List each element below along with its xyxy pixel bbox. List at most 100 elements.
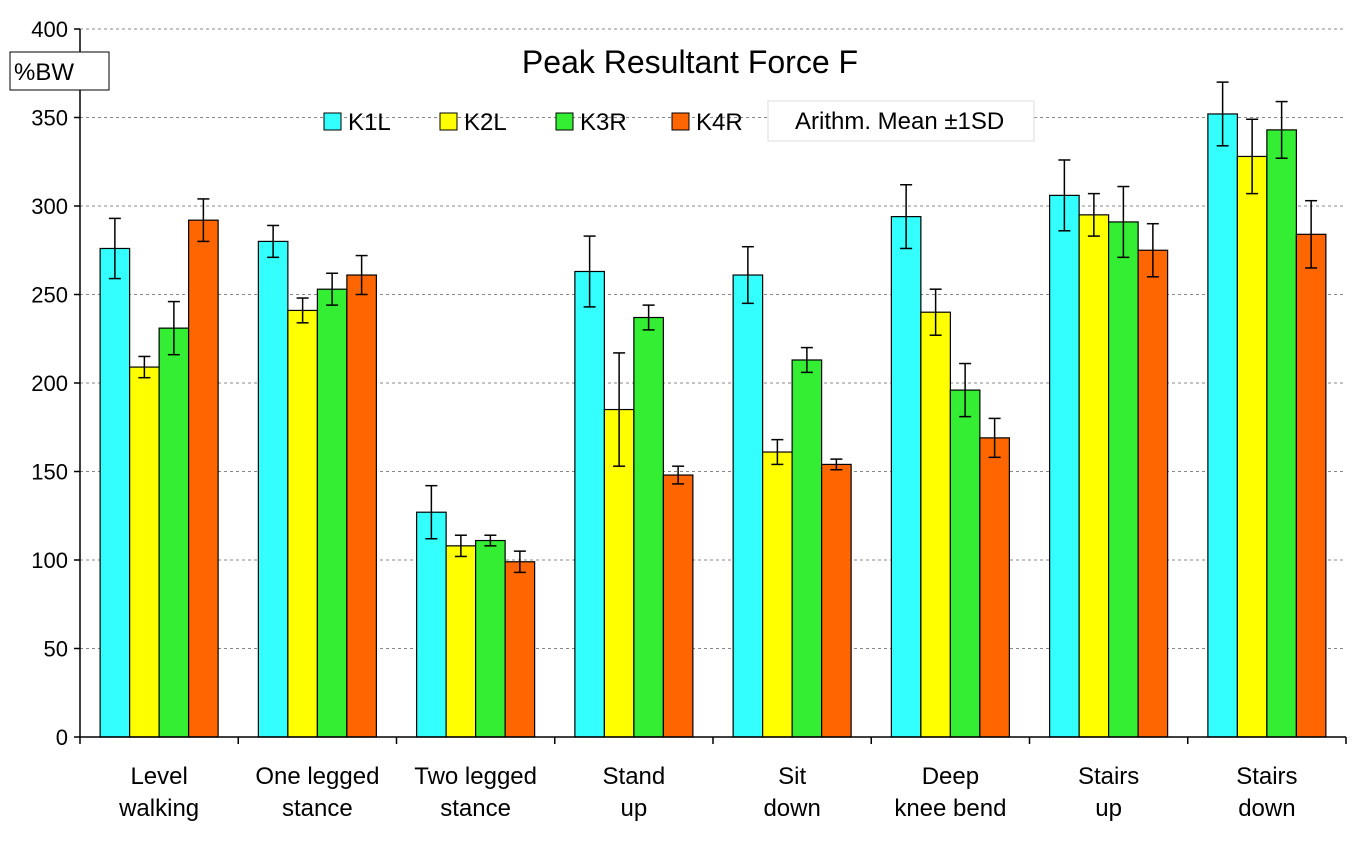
legend-swatch-k4r <box>671 112 690 131</box>
error-bar <box>197 198 210 243</box>
legend-swatch-k1l <box>323 112 342 131</box>
bar-k1l <box>732 274 764 738</box>
bar-k1l <box>99 247 131 738</box>
error-bar <box>741 245 754 305</box>
bar-k1l <box>574 270 605 738</box>
error-bar <box>900 184 913 250</box>
error-bar <box>1246 118 1259 195</box>
x-category-label: stance <box>282 795 353 822</box>
legend-swatch-k2l <box>439 112 458 131</box>
error-bar <box>108 217 121 280</box>
x-category-label: down <box>763 795 820 822</box>
y-tick-label: 400 <box>31 17 68 42</box>
x-category-label: Stand <box>603 763 666 790</box>
bar-k4r <box>504 561 536 738</box>
x-category-label: down <box>1238 795 1295 822</box>
x-category-label: walking <box>118 795 199 822</box>
bar-k3r <box>1266 129 1297 738</box>
legend-note: Arithm. Mean ±1SD <box>795 108 1004 135</box>
error-bar <box>1087 192 1100 237</box>
error-bar <box>355 254 368 296</box>
bar-k4r <box>188 219 219 738</box>
x-category-label: Deep <box>922 763 979 790</box>
y-tick-label: 100 <box>31 548 68 573</box>
bar-k3r <box>1108 221 1139 738</box>
error-bar <box>1275 100 1288 159</box>
error-bar <box>1216 81 1229 147</box>
bar-k1l <box>1049 194 1080 738</box>
error-bar <box>959 362 972 418</box>
error-bar <box>167 300 180 356</box>
error-bar <box>988 417 1001 459</box>
error-bar <box>613 352 626 467</box>
bar-k1l <box>416 511 447 738</box>
bar-k3r <box>633 316 664 738</box>
error-bar <box>1058 159 1071 232</box>
error-bar <box>583 235 596 308</box>
bar-k4r <box>821 463 852 738</box>
bar-k3r <box>316 288 348 738</box>
chart-title: Peak Resultant Force F <box>522 44 858 80</box>
bar-k2l <box>762 451 793 738</box>
legend-label-k1l: K1L <box>348 109 391 136</box>
error-bar <box>642 304 655 331</box>
error-bar <box>929 288 942 336</box>
x-category-label: stance <box>440 795 511 822</box>
error-bar <box>296 297 309 324</box>
error-bar <box>267 224 280 259</box>
bar-k2l <box>287 309 318 738</box>
error-bar <box>1117 185 1130 259</box>
y-tick-label: 50 <box>44 637 68 662</box>
bar-k2l <box>129 366 160 738</box>
bar-k1l <box>890 216 922 738</box>
y-tick-label: 350 <box>31 106 68 131</box>
bar-k2l <box>1236 155 1268 738</box>
error-bar <box>771 438 784 466</box>
error-bar <box>138 355 151 379</box>
x-category-label: Stairs <box>1078 763 1139 790</box>
bar-k2l <box>445 545 477 738</box>
bar-k1l <box>257 240 289 738</box>
legend: Arithm. Mean ±1SD K1L K2L K3R K4R <box>323 100 1035 142</box>
bar-k3r <box>791 359 823 738</box>
bars <box>99 113 1327 738</box>
bar-k2l <box>1078 214 1110 738</box>
bar-k3r <box>949 389 981 738</box>
y-tick-label: 300 <box>31 194 68 219</box>
y-tick-label: 250 <box>31 283 68 308</box>
error-bar <box>326 272 339 306</box>
category-labels: Level walking One legged stance Two legged st… <box>118 763 1297 822</box>
x-category-label: up <box>621 795 648 822</box>
bar-k4r <box>662 474 694 738</box>
error-bar <box>1305 199 1318 269</box>
bar-k4r <box>1295 233 1327 738</box>
y-tick-label: 150 <box>31 460 68 485</box>
bar-k4r <box>1137 249 1169 738</box>
legend-label-k4r: K4R <box>696 109 743 136</box>
y-ticks: 0 50 100 150 200 250 300 350 400 <box>31 17 1347 750</box>
x-category-label: Stairs <box>1236 763 1297 790</box>
x-category-label: One legged <box>255 763 379 790</box>
x-category-label: Sit <box>778 763 806 790</box>
error-bar <box>454 534 467 558</box>
x-category-label: Two legged <box>414 763 537 790</box>
y-axis-label: %BW <box>14 59 74 86</box>
legend-label-k3r: K3R <box>580 109 627 136</box>
y-unit-frame <box>9 51 110 91</box>
bar-k3r <box>158 327 190 738</box>
y-tick-label: 0 <box>56 725 68 750</box>
bar-k4r <box>346 274 377 738</box>
y-unit-box: %BW <box>9 51 110 91</box>
error-bar <box>830 458 843 471</box>
error-bars <box>108 81 1318 574</box>
error-bar <box>513 550 526 574</box>
x-category-label: Level <box>130 763 187 790</box>
y-tick-label: 200 <box>31 371 68 396</box>
error-bar <box>484 534 497 547</box>
bar-k1l <box>1207 113 1238 738</box>
bar-k4r <box>979 437 1010 738</box>
error-bar <box>1146 222 1159 278</box>
bar-k2l <box>920 311 951 738</box>
legend-note-box <box>767 100 1035 142</box>
